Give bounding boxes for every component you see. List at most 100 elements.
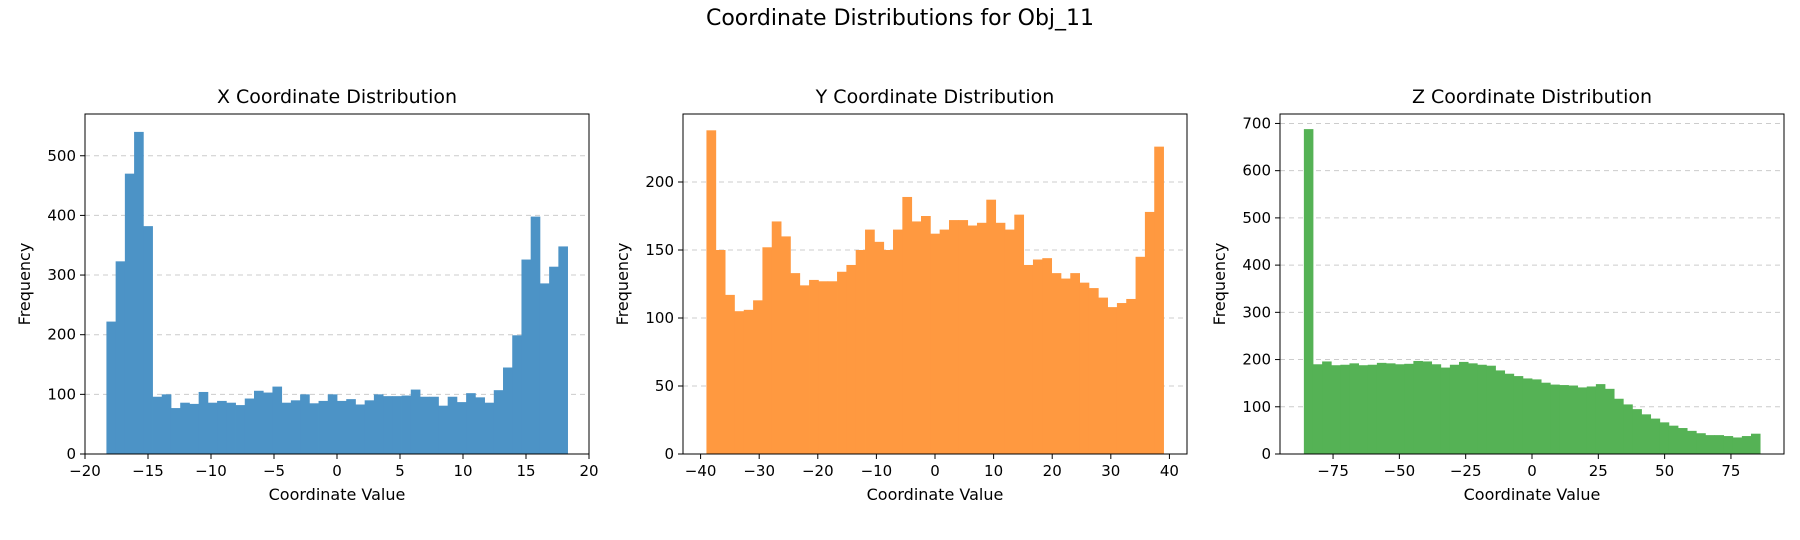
histogram-bar: [1568, 385, 1579, 454]
chart-title: Y Coordinate Distribution: [815, 86, 1055, 108]
histogram-bar: [1349, 363, 1360, 454]
histogram-bar: [809, 279, 819, 454]
histogram-bar: [790, 273, 801, 454]
histogram-bar: [309, 403, 319, 454]
histogram-bar: [865, 229, 875, 454]
histogram-bar: [1477, 364, 1487, 454]
x-axis-label: Coordinate Value: [1464, 485, 1601, 504]
x-tick-label: 15: [516, 462, 535, 480]
x-tick-label: −75: [1317, 462, 1349, 480]
histogram-bar: [290, 400, 301, 454]
histogram-bar: [1070, 273, 1080, 454]
histogram-bar: [1705, 435, 1715, 454]
histogram-bar: [1088, 288, 1099, 454]
y-axis-label: Frequency: [1210, 243, 1229, 326]
histogram-bar: [799, 285, 810, 454]
histogram-bar: [846, 264, 857, 454]
histogram-bar: [1303, 129, 1314, 454]
histogram-bar: [161, 394, 172, 454]
y-axis-label: Frequency: [613, 243, 632, 326]
histogram-bar: [134, 131, 144, 455]
histogram-bar: [976, 222, 987, 454]
histogram-bar: [1723, 436, 1734, 454]
histogram-bar: [539, 283, 550, 454]
x-tick-label: −10: [861, 462, 893, 480]
histogram-bar: [383, 396, 393, 454]
x-tick-label: 50: [1655, 462, 1674, 480]
histogram-bar: [1004, 229, 1015, 454]
y-tick-label: 0: [66, 445, 76, 463]
histogram-bar: [337, 400, 347, 454]
histogram-bar: [401, 395, 412, 454]
histogram-bar: [743, 309, 754, 454]
histogram-bar: [818, 281, 829, 454]
y-tick-label: 600: [1242, 162, 1271, 180]
histogram-bar: [837, 271, 847, 454]
histogram-bar: [521, 259, 532, 454]
histogram-bar: [503, 367, 513, 454]
histogram-bar: [1495, 370, 1506, 454]
y-tick-label: 700: [1242, 114, 1271, 132]
histogram-bar: [1144, 211, 1155, 454]
histogram-bar: [207, 402, 218, 454]
histogram-bar: [734, 311, 745, 454]
histogram-bar: [1614, 398, 1624, 454]
histogram-bar: [911, 221, 922, 454]
histogram-bar: [170, 408, 181, 454]
x-tick-label: −10: [195, 462, 227, 480]
histogram-bar: [447, 396, 458, 454]
histogram-bar: [392, 396, 402, 454]
histogram-bar: [1732, 437, 1743, 454]
histogram-bar: [1413, 360, 1423, 454]
histogram-bar: [484, 402, 495, 454]
histogram-bar: [1696, 433, 1706, 454]
histogram-bar: [762, 247, 773, 454]
histogram-bar: [939, 229, 950, 454]
histogram-bar: [1042, 258, 1053, 454]
histogram-bar: [512, 335, 522, 454]
histogram-bar: [1468, 363, 1478, 454]
histogram-bar: [781, 236, 791, 454]
histogram-bar: [1687, 430, 1697, 454]
histogram-bar: [466, 393, 476, 454]
histogram-bar: [558, 246, 568, 454]
y-tick-label: 300: [1242, 303, 1271, 321]
histogram-bar: [1449, 364, 1460, 454]
histogram-bar: [1522, 378, 1533, 454]
histogram-bar: [198, 391, 209, 454]
histogram-bar: [1632, 409, 1642, 454]
histogram-bar: [1331, 365, 1341, 454]
histogram-bar: [706, 130, 717, 454]
chart-panel-2: −40 −30 −20 −10 0 10 20 30 40 0 50 100 150 200 Y Coord…: [613, 86, 1188, 504]
histogram-bar: [725, 294, 735, 454]
chart-panel-3: −75 −50 −25 0 25 50 75 0 100 200 300 400 500 600 700 Z …: [1210, 86, 1785, 504]
histogram-bar: [1098, 297, 1108, 454]
histogram-bar: [1504, 373, 1515, 454]
histogram-bar: [1678, 428, 1688, 454]
histogram-bar: [217, 400, 227, 454]
histogram-bar: [420, 396, 430, 454]
histogram-bar: [549, 266, 559, 454]
histogram-bar: [244, 398, 255, 454]
y-tick-label: 300: [47, 266, 76, 284]
histogram-bar: [930, 233, 941, 454]
histogram-bar: [1014, 214, 1025, 454]
histogram-bar: [318, 400, 329, 454]
histogram-bar: [106, 321, 117, 454]
histogram-bar: [124, 173, 135, 455]
histogram-bar: [235, 405, 246, 454]
histogram-bar: [143, 226, 153, 454]
x-tick-label: 0: [1527, 462, 1537, 480]
histogram-bar: [456, 402, 467, 454]
x-tick-label: 30: [1101, 462, 1120, 480]
histogram-bar: [967, 225, 978, 454]
x-axis-label: Coordinate Value: [867, 485, 1004, 504]
histogram-bar: [152, 396, 163, 454]
histogram-bar: [1385, 363, 1396, 454]
x-tick-label: −5: [263, 462, 285, 480]
histogram-bar: [986, 199, 997, 454]
y-tick-label: 500: [1242, 209, 1271, 227]
histogram-bar: [346, 399, 356, 454]
